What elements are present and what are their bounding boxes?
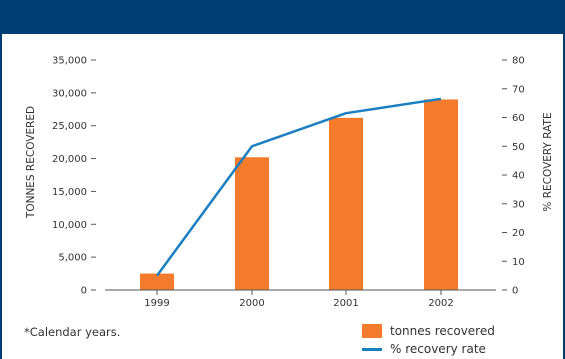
legend-swatch-bar	[362, 324, 382, 338]
legend-label-line: % recovery rate	[390, 342, 486, 356]
legend-item-line: % recovery rate	[362, 340, 495, 358]
y2-tick-label: 30	[512, 199, 525, 210]
y2-tick-label: 80	[512, 56, 525, 67]
y2-tick-label: 50	[512, 142, 525, 153]
frame-border-left	[0, 34, 2, 359]
y2-tick-label: 0	[512, 286, 518, 297]
y-tick-label: 0	[81, 286, 87, 297]
footnote: *Calendar years.	[24, 325, 121, 339]
y-tick-label: 30,000	[52, 88, 87, 99]
x-tick-label: 2000	[239, 298, 264, 309]
header-band	[0, 0, 565, 34]
bar-2000	[235, 157, 269, 290]
y-tick-label: 35,000	[52, 56, 87, 67]
y2-axis-title: % RECOVERY RATE	[542, 112, 554, 211]
recovery-rate-line	[155, 97, 442, 277]
y2-tick-label: 60	[512, 113, 525, 124]
bar-1999	[140, 273, 174, 290]
y2-tick-label: 20	[512, 228, 525, 239]
y-axis-title: TONNES RECOVERED	[25, 106, 37, 219]
x-tick-label: 1999	[144, 298, 169, 309]
bar-2002	[424, 99, 458, 290]
legend-swatch-line	[362, 347, 382, 351]
x-tick-label: 2001	[333, 298, 358, 309]
legend: tonnes recovered % recovery rate	[362, 322, 495, 358]
y-tick-label: 5,000	[58, 253, 87, 264]
y-tick-label: 15,000	[52, 187, 87, 198]
bar-2001	[329, 117, 363, 290]
axes-layer: 1999 2000 2001 2002 0 5,000 10,000 15,000 20,000…	[52, 56, 525, 310]
y-tick-label: 20,000	[52, 154, 87, 165]
bars-layer	[140, 99, 458, 290]
line-layer	[155, 97, 442, 277]
y2-tick-label: 70	[512, 84, 525, 95]
y-tick-label: 10,000	[52, 220, 87, 231]
legend-item-bar: tonnes recovered	[362, 322, 495, 340]
y-tick-label: 25,000	[52, 121, 87, 132]
legend-label-bar: tonnes recovered	[390, 324, 495, 338]
y2-tick-label: 10	[512, 257, 525, 268]
frame-border-right	[563, 34, 565, 359]
y2-tick-label: 40	[512, 171, 525, 182]
x-tick-label: 2002	[428, 298, 453, 309]
